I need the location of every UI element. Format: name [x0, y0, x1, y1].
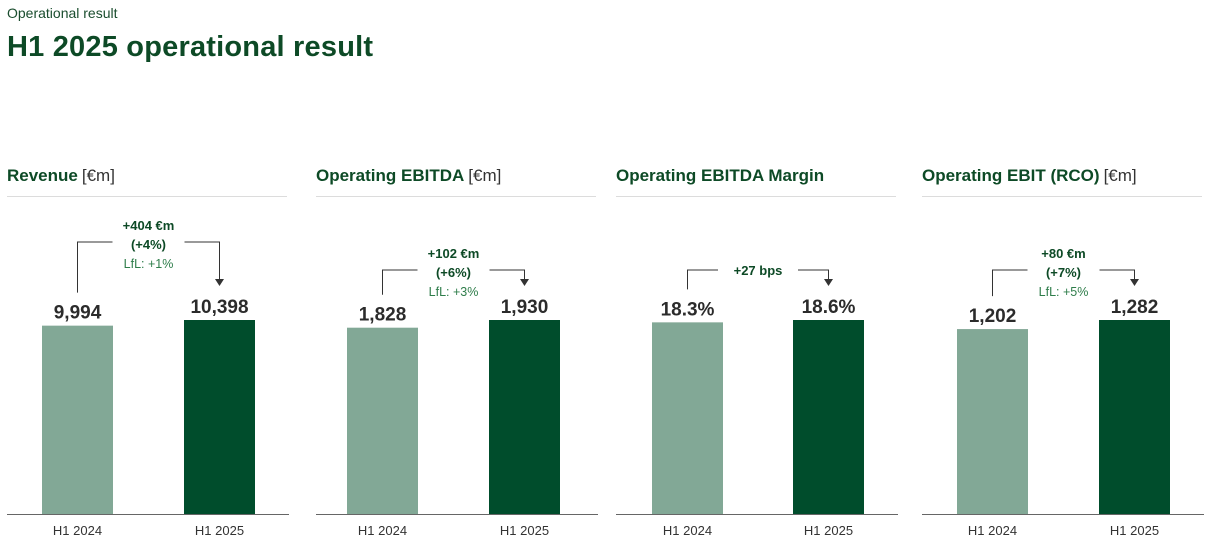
panel-title: Operating EBITDA Margin: [616, 166, 825, 185]
delta-lfl: LfL: +1%: [124, 257, 174, 271]
panel-unit: [€m]: [81, 166, 115, 185]
ebitda-panel: Operating EBITDA [€m] 1,828 H1 2024 1,930 H1…: [316, 160, 598, 552]
panel-title: Operating EBITDA: [316, 166, 465, 185]
category-label: H1 2024: [968, 523, 1017, 538]
delta-lfl: LfL: +5%: [1039, 285, 1089, 299]
panel-heading: Operating EBITDA [€m]: [316, 166, 596, 197]
panel-unit: [€m]: [468, 166, 502, 185]
category-label: H1 2025: [500, 523, 549, 538]
category-label: H1 2024: [358, 523, 407, 538]
delta-percent: (+7%): [1046, 265, 1081, 280]
bar-value-label: 9,994: [54, 303, 102, 324]
delta-arrow-icon: [1130, 279, 1139, 286]
delta-connector-right: [1099, 269, 1135, 280]
bar-value-label: 10,398: [190, 297, 248, 318]
delta-connector-left: [687, 269, 718, 290]
delta-connector-right: [489, 269, 525, 280]
category-label: H1 2025: [804, 523, 853, 538]
delta-connector-left: [382, 269, 418, 295]
category-label: H1 2025: [195, 523, 244, 538]
bar-h1-2024: [957, 329, 1028, 514]
section-label: Operational result: [7, 5, 118, 21]
delta-arrow-icon: [215, 279, 224, 286]
ebit-chart: 1,202 H1 2024 1,282 H1 2025 +80 €m (+7%) LfL: …: [922, 246, 1204, 538]
delta-arrow-icon: [824, 279, 833, 286]
bar-h1-2025: [184, 320, 255, 514]
panel-heading: Revenue [€m]: [7, 166, 287, 197]
delta-percent: (+4%): [131, 237, 166, 252]
category-label: H1 2025: [1110, 523, 1159, 538]
bar-value-label: 18.3%: [661, 299, 715, 320]
panel-title: Revenue: [7, 166, 78, 185]
ebitda-chart: 1,828 H1 2024 1,930 H1 2025 +102 €m (+6%) LfL:…: [316, 246, 598, 538]
delta-connector-left: [77, 241, 113, 293]
category-label: H1 2024: [53, 523, 102, 538]
revenue-chart: 9,994 H1 2024 10,398 H1 2025 +404 €m (+4%) LfL…: [7, 218, 289, 538]
bar-h1-2024: [42, 325, 113, 514]
delta-arrow-icon: [520, 279, 529, 286]
ebit-panel: Operating EBIT (RCO) [€m] 1,202 H1 2024 1,2…: [922, 160, 1204, 552]
bar-h1-2025: [1099, 320, 1170, 514]
bar-h1-2025: [793, 320, 864, 514]
page-title: H1 2025 operational result: [7, 31, 374, 63]
panel-heading: Operating EBITDA Margin: [616, 166, 896, 197]
panel-title: Operating EBIT (RCO): [922, 166, 1100, 185]
delta-lfl: LfL: +3%: [429, 285, 479, 299]
category-label: H1 2024: [663, 523, 712, 538]
bar-value-label: 1,930: [501, 297, 549, 318]
revenue-panel: Revenue [€m] 9,994 H1 2024 10,398 H1 2025 +40…: [7, 160, 289, 552]
delta-percent: (+6%): [436, 265, 471, 280]
ebitda-margin-chart: 18.3% H1 2024 18.6% H1 2025 +27 bps: [616, 263, 898, 538]
bar-h1-2025: [489, 320, 560, 514]
delta-bps: +27 bps: [734, 263, 783, 278]
bar-value-label: 1,282: [1111, 297, 1159, 318]
ebitda-margin-panel: Operating EBITDA Margin 18.3% H1 2024 18.6…: [616, 160, 898, 552]
delta-absolute: +404 €m: [123, 218, 175, 233]
panel-unit: [€m]: [1103, 166, 1137, 185]
delta-connector-left: [992, 269, 1028, 297]
delta-connector-right: [798, 269, 829, 280]
panel-heading: Operating EBIT (RCO) [€m]: [922, 166, 1202, 197]
bar-value-label: 18.6%: [802, 297, 856, 318]
bar-h1-2024: [347, 327, 418, 514]
delta-connector-right: [184, 241, 220, 280]
delta-absolute: +80 €m: [1041, 246, 1085, 261]
bar-h1-2024: [652, 322, 723, 514]
bar-value-label: 1,202: [969, 306, 1017, 327]
delta-absolute: +102 €m: [428, 246, 480, 261]
bar-value-label: 1,828: [359, 305, 407, 326]
